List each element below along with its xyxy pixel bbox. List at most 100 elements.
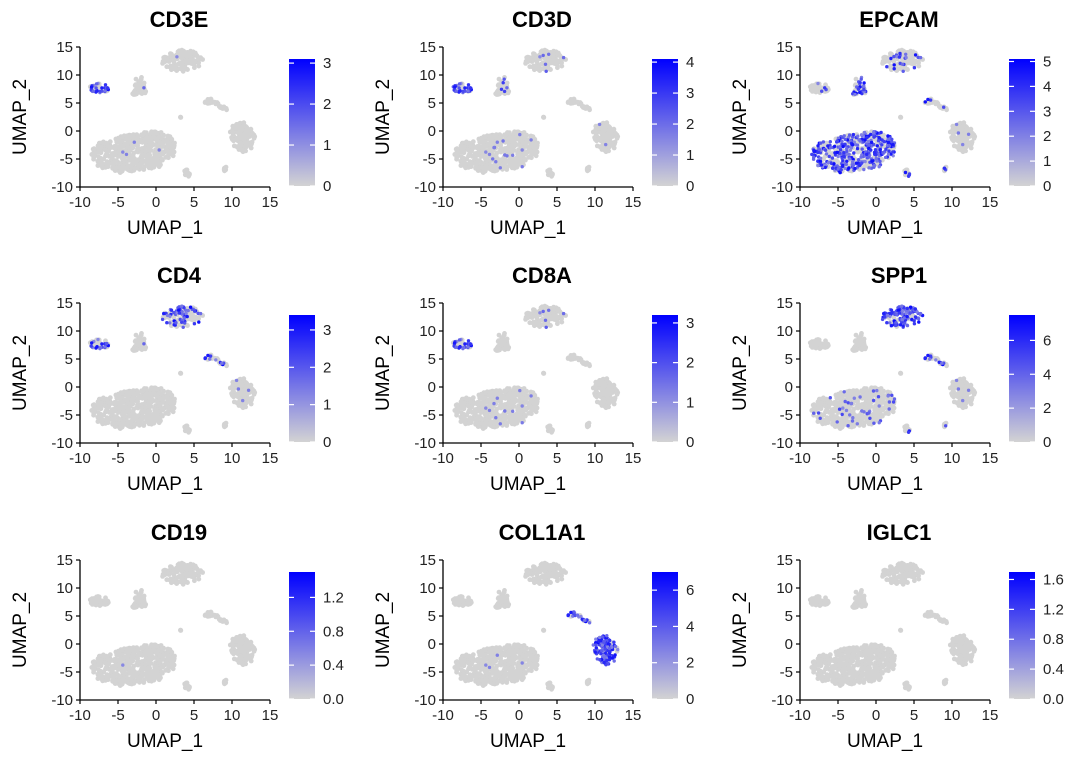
cell-point [111,417,117,423]
cell-point [192,50,198,56]
cell-point [575,99,580,105]
cell-point [170,405,176,411]
cell-point-expressed [832,144,837,149]
cell-point-expressed [844,162,848,167]
cell-point-expressed [845,159,849,163]
cell-point [183,425,188,431]
cell-point-expressed [487,408,492,413]
cell-point [498,389,504,395]
y-tick-label: 0 [65,379,73,396]
cell-point [156,164,162,170]
x-tick-label: 0 [515,450,523,467]
cell-point-expressed [142,342,146,346]
panel-title: EPCAM [859,7,938,32]
y-tick-label: 10 [419,67,436,84]
cell-point-expressed [604,142,608,147]
cell-point [464,139,469,145]
cell-point-expressed [897,55,902,59]
y-tick-label: 0 [428,379,436,396]
cell-point-expressed [883,155,888,160]
cell-point-expressed [103,345,107,349]
cell-point [549,429,554,435]
cell-point [231,399,237,405]
cell-point-expressed [453,85,457,89]
x-tick-label: -10 [789,194,811,211]
cell-point-expressed [547,52,551,56]
cell-point-expressed [538,55,542,59]
colorbar-tick-label: 1 [686,147,694,164]
cell-point-expressed [165,321,169,325]
x-tick-label: 5 [553,450,561,467]
cell-point [515,150,520,155]
cell-point [132,156,138,162]
cell-point [958,125,964,131]
cell-point-expressed [181,325,185,329]
cell-point [592,136,598,142]
cell-point-expressed [866,139,870,144]
cell-point-expressed [561,55,566,60]
y-tick-label: 5 [428,351,436,368]
cell-point-expressed [520,165,524,169]
cell-point [119,395,125,400]
cell-point-expressed [835,150,839,155]
cell-point [136,146,141,152]
cell-point [238,147,244,152]
cell-point-expressed [851,160,855,164]
x-tick-label: -5 [111,450,124,467]
cell-point [145,408,151,414]
cell-point-expressed [824,152,829,156]
cell-point [555,306,561,312]
colorbar-tick-label: 3 [686,315,694,332]
cell-point-expressed [862,167,866,172]
cell-point-expressed [454,345,458,349]
cell-point [526,155,531,160]
cell-point-expressed [838,170,842,175]
cell-point-expressed [874,156,878,161]
cell-point [137,336,143,342]
cell-point [491,134,497,139]
cell-point [541,114,546,120]
cell-point [146,398,152,404]
cell-point [536,67,542,72]
cell-point-expressed [855,143,860,147]
cell-point [113,168,118,173]
cell-point-expressed [96,337,100,342]
cell-point-expressed [810,152,814,157]
cell-point [523,406,529,411]
cell-point-expressed [168,321,172,325]
cell-point [170,149,176,155]
colorbar-tick-label: 2 [323,359,331,376]
cell-point-expressed [453,341,457,345]
cell-point [881,55,887,60]
cell-point-expressed [541,53,545,58]
cell-point [160,406,166,411]
cell-point [136,86,141,92]
cell-point-expressed [827,154,831,159]
cell-point-expressed [918,55,923,60]
y-axis-label: UMAP_2 [730,79,751,155]
cell-point [186,429,192,435]
cell-point-expressed [858,81,862,85]
cell-point [125,396,131,401]
cell-point-expressed [842,134,846,138]
cell-point [532,67,537,73]
cell-point [125,140,131,146]
cell-point [193,314,198,320]
cell-point [120,400,126,405]
y-tick-label: -10 [51,179,73,196]
cell-point-expressed [501,81,505,85]
cell-point-expressed [544,69,548,74]
cell-point-expressed [520,404,524,408]
x-axis-label: UMAP_1 [127,218,203,239]
cell-point-expressed [94,82,99,86]
cell-point [133,76,139,82]
cell-point [158,130,164,135]
cell-point-expressed [903,170,908,175]
cell-point [575,355,580,361]
cell-point-expressed [241,398,245,403]
cell-point-expressed [816,163,820,168]
cell-point [502,416,508,422]
colorbar-tick-label: 3 [323,55,331,72]
cell-point-expressed [869,140,874,145]
